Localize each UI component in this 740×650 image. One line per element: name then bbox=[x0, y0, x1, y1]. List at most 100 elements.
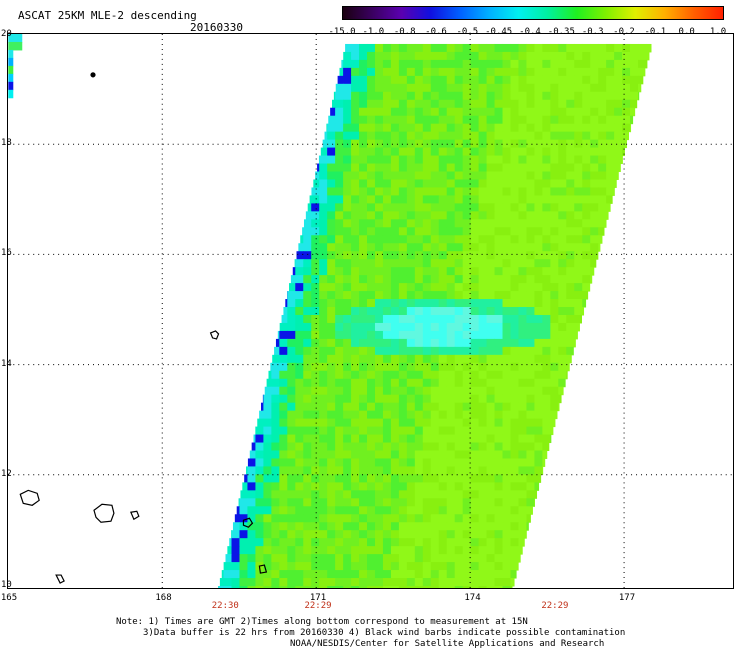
swath-cell bbox=[374, 123, 384, 133]
swath-cell bbox=[430, 67, 440, 77]
swath-cell bbox=[305, 211, 312, 220]
swath-cell bbox=[359, 426, 368, 436]
swath-cell bbox=[398, 227, 408, 236]
swath-cell bbox=[367, 211, 376, 220]
swath-cell bbox=[351, 338, 360, 348]
swath-cell bbox=[367, 338, 376, 348]
swath-cell bbox=[518, 346, 527, 356]
swath-cell bbox=[526, 99, 535, 109]
swath-cell bbox=[287, 354, 296, 364]
swath-cell bbox=[494, 195, 504, 204]
swath-cell bbox=[518, 83, 527, 93]
swath-cell bbox=[494, 131, 504, 141]
swath-cell bbox=[574, 235, 583, 244]
swath-cell bbox=[526, 155, 535, 165]
swath-cell bbox=[526, 498, 535, 507]
swath-cell bbox=[343, 67, 352, 77]
swath-cell bbox=[351, 522, 360, 531]
swath-cell bbox=[274, 346, 280, 356]
swath-cell bbox=[398, 299, 408, 308]
island-outlines bbox=[19, 72, 268, 584]
swath-cell bbox=[414, 187, 424, 196]
swath-cell bbox=[311, 267, 320, 276]
swath-cell bbox=[406, 354, 416, 364]
swath-cell bbox=[430, 99, 440, 109]
swath-cell bbox=[446, 155, 456, 165]
swath-cell bbox=[263, 482, 272, 491]
swath-cell bbox=[446, 554, 456, 563]
swath-cell bbox=[367, 43, 376, 53]
swath-cell bbox=[390, 474, 400, 483]
swath-cell bbox=[279, 450, 288, 459]
swath-cell bbox=[558, 283, 567, 292]
swath-cell bbox=[327, 259, 336, 268]
swath-cell bbox=[374, 490, 384, 499]
swath-cell bbox=[486, 187, 496, 196]
swath-cell bbox=[526, 299, 535, 308]
swath-cell bbox=[518, 498, 527, 507]
swath-cell bbox=[446, 538, 456, 547]
swath-cell bbox=[518, 506, 527, 515]
swath-cell bbox=[382, 131, 392, 141]
swath-cell bbox=[438, 578, 448, 587]
swath-cell bbox=[319, 426, 328, 436]
swath-cell bbox=[263, 506, 272, 515]
swath-cell bbox=[566, 275, 575, 284]
swath-cell bbox=[374, 562, 384, 571]
swath-cell bbox=[574, 291, 583, 300]
swath-cell bbox=[398, 402, 408, 412]
swath-cell bbox=[502, 83, 511, 93]
swath-cell bbox=[438, 378, 448, 388]
swath-cell bbox=[382, 75, 392, 85]
swath-cell bbox=[534, 187, 543, 196]
swath-cell bbox=[430, 538, 440, 547]
swath-cell bbox=[374, 474, 384, 483]
swath-cell bbox=[470, 139, 480, 149]
swath-cell bbox=[566, 147, 575, 157]
swath-cell bbox=[319, 546, 328, 555]
swath-cell bbox=[510, 490, 519, 499]
swath-cell bbox=[311, 490, 320, 499]
swath-cell bbox=[382, 163, 392, 173]
swath-cell bbox=[446, 195, 456, 204]
swath-cell bbox=[574, 187, 583, 196]
swath-cell bbox=[343, 330, 352, 340]
swath-cell bbox=[518, 227, 527, 236]
swath-cell bbox=[333, 91, 336, 101]
swath-cell bbox=[470, 562, 480, 571]
swath-cell bbox=[263, 554, 272, 563]
swath-cell bbox=[526, 442, 535, 451]
swath-cell bbox=[359, 314, 368, 324]
swath-cell bbox=[430, 490, 440, 499]
swath-cell bbox=[398, 123, 408, 133]
swath-cell bbox=[406, 346, 416, 356]
swath-cell bbox=[374, 211, 384, 220]
swath-cell bbox=[343, 554, 352, 563]
swath-cell bbox=[343, 291, 352, 300]
swath-cell bbox=[343, 131, 352, 141]
swath-cell bbox=[295, 418, 304, 428]
swath-cell bbox=[518, 450, 527, 459]
swath-cell bbox=[319, 450, 328, 459]
swath-cell bbox=[470, 195, 480, 204]
swath-cell bbox=[382, 123, 392, 133]
swath-cell bbox=[406, 370, 416, 380]
swath-cell bbox=[454, 314, 464, 324]
swath-cell bbox=[390, 99, 400, 109]
swath-cell bbox=[526, 346, 535, 356]
swath-cell bbox=[351, 139, 360, 149]
swath-cell bbox=[335, 538, 344, 547]
swath-cell bbox=[518, 91, 527, 101]
swath-cell bbox=[502, 514, 511, 523]
swath-cell bbox=[367, 378, 376, 388]
swath-cell bbox=[359, 514, 368, 523]
swath-cell bbox=[438, 75, 448, 85]
swath-cell bbox=[494, 147, 504, 157]
swath-cell bbox=[390, 498, 400, 507]
swath-cell bbox=[566, 123, 575, 133]
swath-cell bbox=[566, 354, 572, 364]
swath-cell bbox=[247, 466, 256, 475]
swath-cell bbox=[470, 267, 480, 276]
swath-cell bbox=[351, 474, 360, 483]
swath-cell bbox=[518, 410, 527, 420]
